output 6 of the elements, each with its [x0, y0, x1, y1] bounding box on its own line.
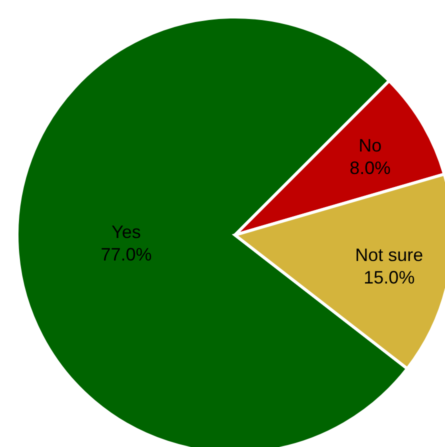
- slice-label: No: [358, 136, 382, 156]
- slice-label: Yes: [112, 222, 141, 242]
- data-label: 15.0%: [364, 267, 415, 288]
- data-label: 8.0%: [350, 158, 391, 178]
- data-label: 77.0%: [100, 244, 152, 265]
- slice-label: Not sure: [355, 244, 424, 265]
